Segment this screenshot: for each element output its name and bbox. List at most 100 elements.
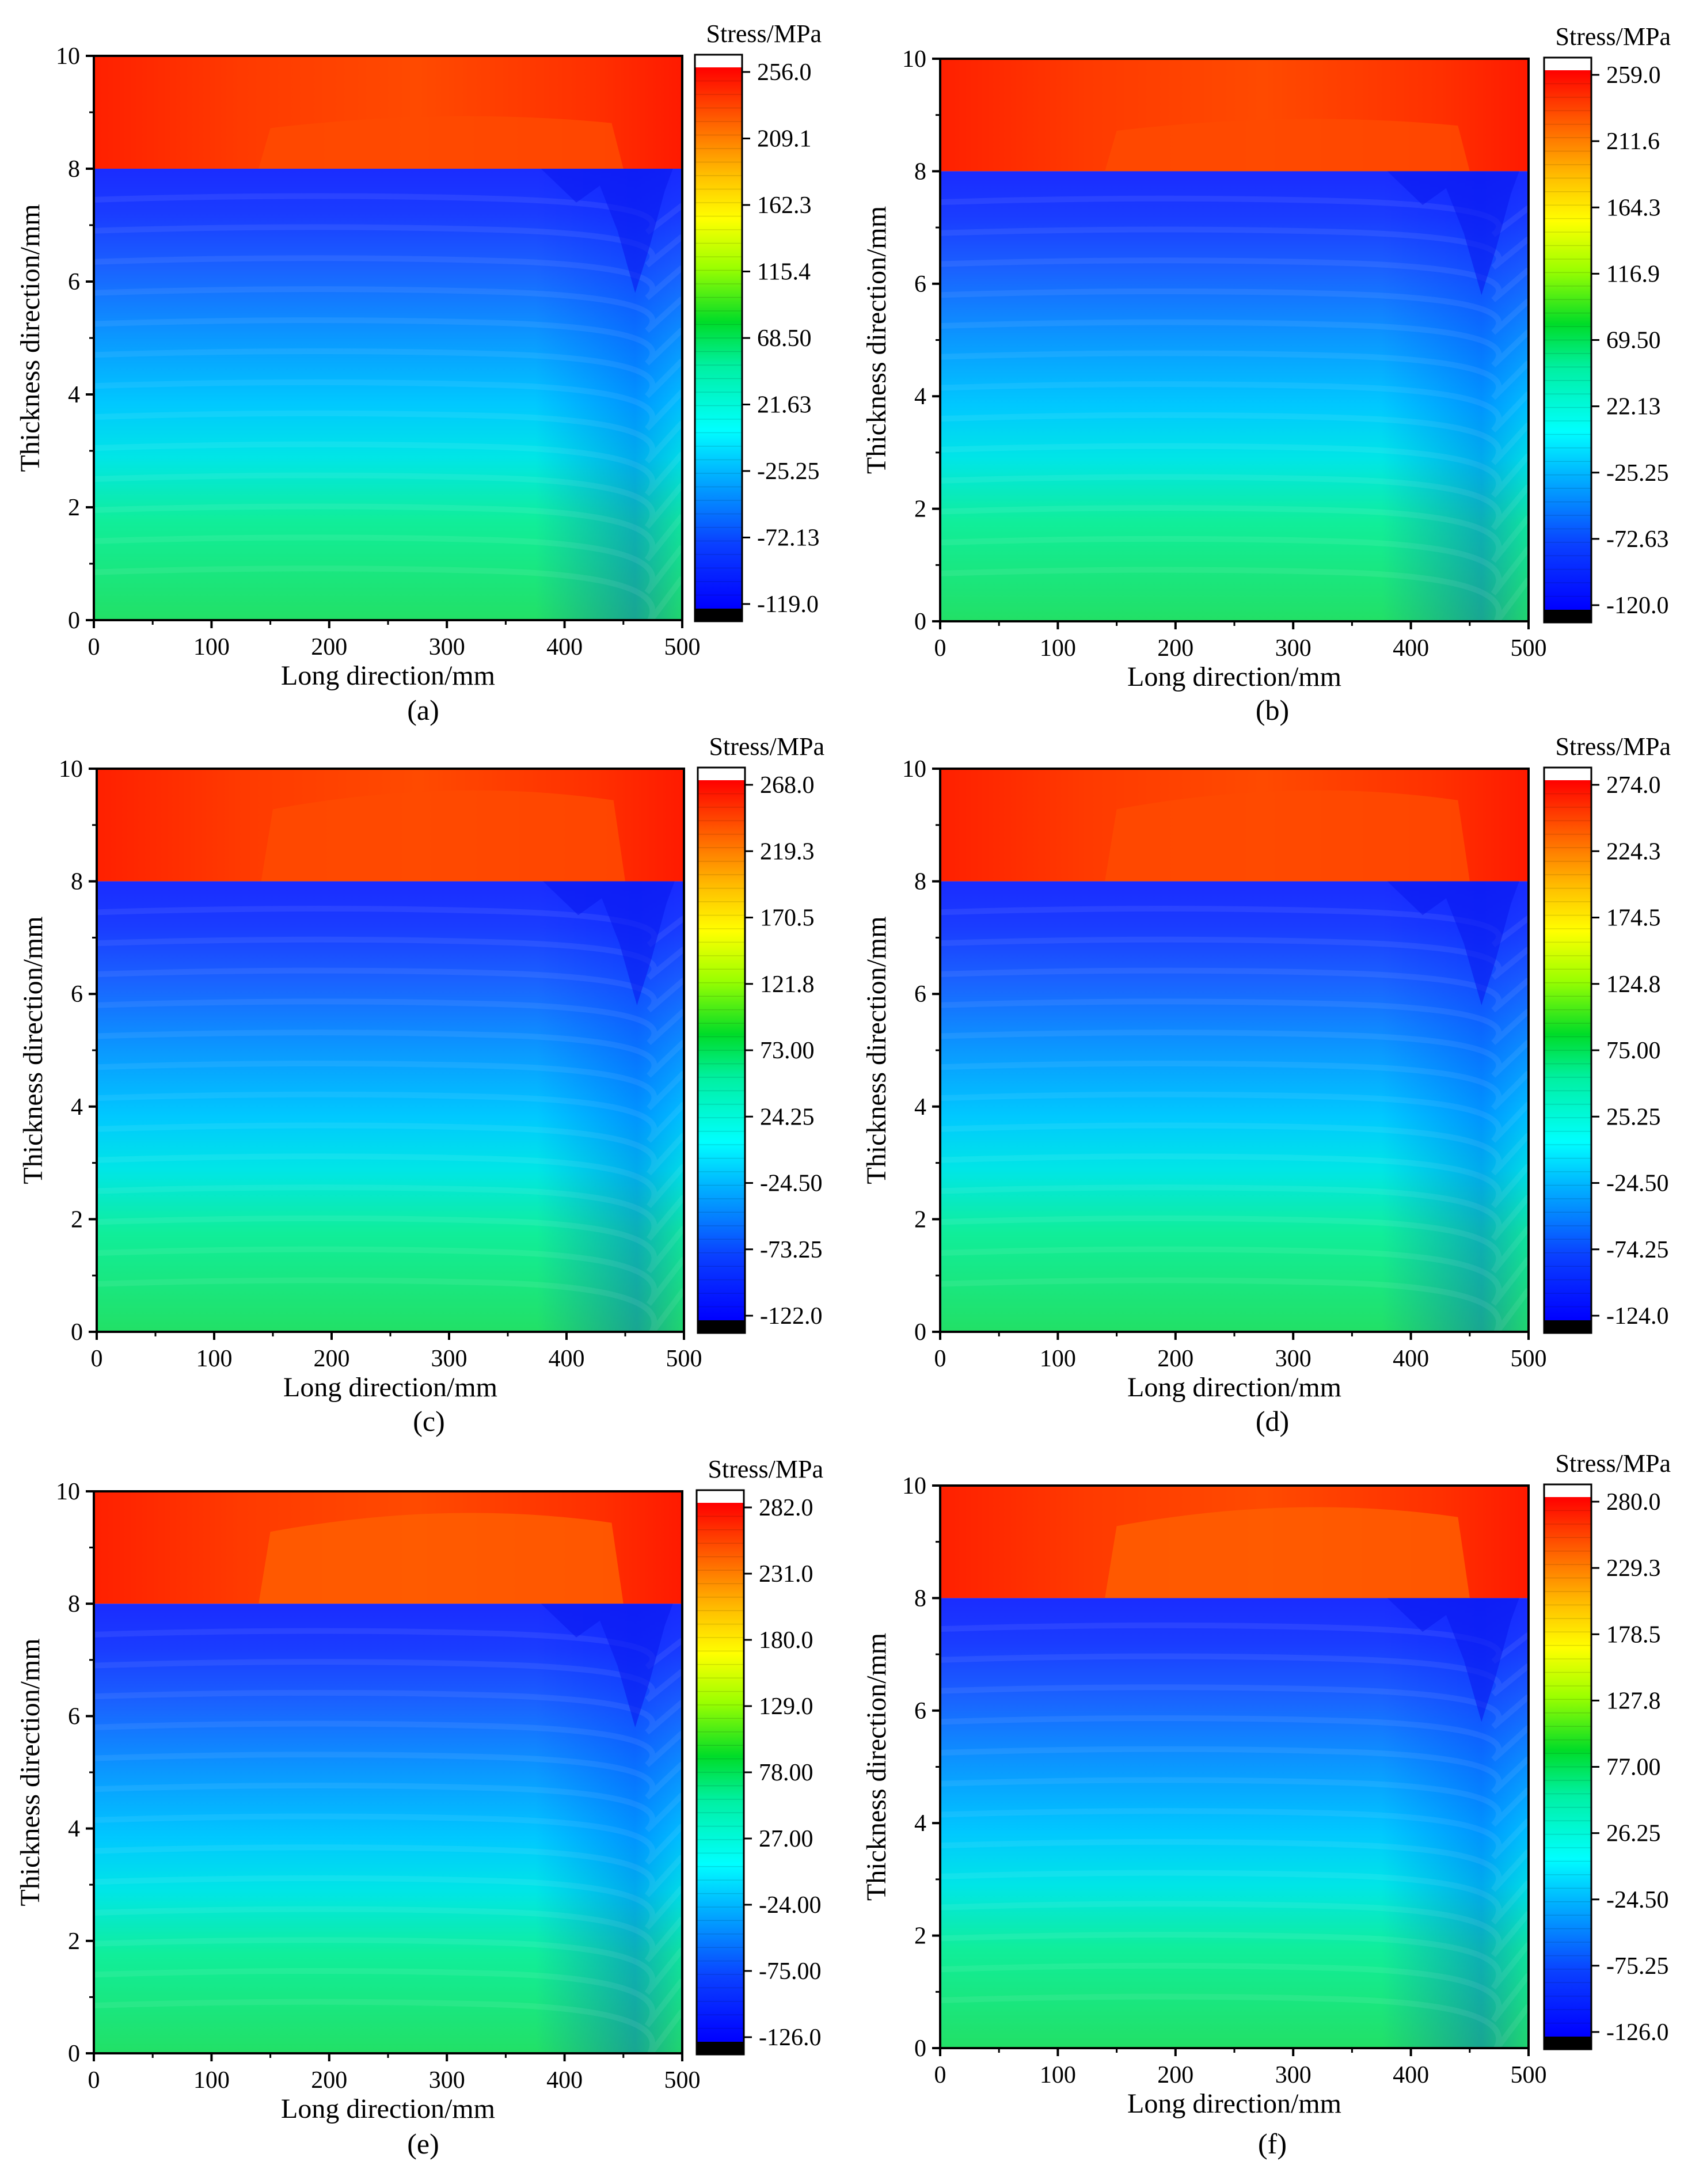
colorbar-overflow-swatch <box>1544 58 1591 70</box>
contour-band <box>96 1215 686 1274</box>
y-axis-title: Thickness direction/mm <box>861 1633 892 1901</box>
colorbar-tick-label: 209.1 <box>757 126 812 153</box>
colorbar-tick-label: 180.0 <box>759 1627 814 1654</box>
x-tick-label: 500 <box>1511 1346 1547 1372</box>
contour-band <box>93 565 685 627</box>
panel-label: (b) <box>1256 694 1289 726</box>
colorbar-overflow-swatch <box>1544 768 1591 780</box>
colorbar-title: Stress/MPa <box>709 732 824 761</box>
y-tick-label: 0 <box>68 607 80 634</box>
contour-band <box>96 1122 686 1176</box>
x-tick-label: 100 <box>1040 1346 1076 1372</box>
colorbar-tick-label: 224.3 <box>1606 838 1661 865</box>
contour-band <box>93 1689 685 1735</box>
colorbar-tick-label: 69.50 <box>1606 328 1661 354</box>
x-tick-label: 300 <box>429 2067 465 2094</box>
colorbar-tick-label: 259.0 <box>1606 62 1661 89</box>
top-layer-pocket <box>1105 1507 1470 1598</box>
contour-band <box>940 998 1531 1045</box>
panel-d: 0 100 200 300 400 500 0 2 4 6 8 10 Long direction/mm… <box>861 732 1671 1437</box>
colorbar-title: Stress/MPa <box>706 20 822 48</box>
y-tick-label: 6 <box>71 981 83 1008</box>
colorbar-overflow-swatch <box>695 55 742 67</box>
x-tick-label: 100 <box>1040 2062 1076 2088</box>
contour-band <box>93 348 685 398</box>
colorbar-tick-label: 75.00 <box>1606 1038 1661 1064</box>
x-tick-label: 0 <box>88 2067 100 2094</box>
colorbar-tick-label: 77.00 <box>1606 1754 1661 1781</box>
top-layer-pocket <box>1105 119 1470 172</box>
contour-band <box>940 1777 1531 1827</box>
top-layer-pocket <box>259 1513 624 1604</box>
contour-band <box>93 1999 685 2060</box>
contour-band <box>96 1091 686 1143</box>
colorbar-tick-label: 129.0 <box>759 1693 814 1720</box>
contour-band <box>940 505 1531 563</box>
y-tick-label: 8 <box>68 1591 80 1617</box>
right-edge-shading <box>940 1598 1529 2048</box>
colorbar-tick-label: 21.63 <box>757 392 812 419</box>
y-tick-label: 2 <box>68 495 80 521</box>
top-layer-pocket <box>261 790 626 882</box>
y-tick-label: 2 <box>914 1923 926 1950</box>
colorbar-tick-label: 68.50 <box>757 325 812 352</box>
x-tick-label: 300 <box>431 1346 467 1372</box>
colorbar-tick-label: 22.13 <box>1606 394 1661 420</box>
x-tick-label: 200 <box>1157 635 1193 662</box>
contour-band <box>93 1720 685 1768</box>
x-tick-label: 500 <box>666 1346 702 1372</box>
colorbar-tick-label: 25.25 <box>1606 1104 1661 1130</box>
right-edge-shading <box>97 881 684 1332</box>
x-tick-label: 500 <box>664 2067 701 2094</box>
y-tick-label: 10 <box>56 1479 80 1505</box>
colorbar-tick-label: 27.00 <box>759 1826 814 1852</box>
colorbar-underflow-swatch <box>1544 610 1591 622</box>
colorbar-tick-label: -124.0 <box>1606 1303 1669 1330</box>
y-tick-label: 10 <box>56 43 80 70</box>
colorbar-tick-label: 124.8 <box>1606 971 1661 998</box>
panel-label: (d) <box>1256 1405 1289 1437</box>
y-tick-label: 4 <box>68 1816 80 1843</box>
colorbar-gradient <box>1544 1497 1591 2037</box>
contour-band <box>940 1808 1531 1860</box>
x-axis-title: Long direction/mm <box>1127 1372 1341 1403</box>
contour-band <box>93 1875 685 1930</box>
y-tick-label: 4 <box>914 1094 926 1121</box>
colorbar-title: Stress/MPa <box>1556 732 1671 761</box>
contour-band <box>940 1030 1531 1078</box>
y-axis-title: Thickness direction/mm <box>861 206 892 474</box>
x-tick-label: 300 <box>1275 2062 1312 2088</box>
colorbar-gradient <box>697 1503 744 2042</box>
contour-band <box>96 1030 686 1078</box>
colorbar-tick-label: 164.3 <box>1606 195 1661 221</box>
contour-band <box>940 1870 1531 1925</box>
y-tick-label: 8 <box>914 1585 926 1612</box>
contour-band <box>940 1715 1531 1762</box>
y-tick-label: 0 <box>71 1319 83 1346</box>
colorbar-tick-label: 219.3 <box>760 838 815 865</box>
x-tick-label: 0 <box>88 634 100 660</box>
contour-band <box>93 441 685 496</box>
contour-band <box>940 319 1531 368</box>
x-tick-label: 200 <box>1157 1346 1193 1372</box>
colorbar-gradient <box>1544 780 1591 1320</box>
colorbar-tick-label: 116.9 <box>1606 261 1660 287</box>
colorbar-title: Stress/MPa <box>708 1455 823 1483</box>
y-tick-label: 8 <box>71 869 83 895</box>
y-axis-title: Thickness direction/mm <box>15 204 45 472</box>
right-edge-shading <box>940 881 1529 1332</box>
panel-c: 0 100 200 300 400 500 0 2 4 6 8 10 Long direction/mm… <box>18 732 824 1437</box>
contour-band <box>940 1746 1531 1795</box>
y-axis-title: Thickness direction/mm <box>18 916 48 1184</box>
x-tick-label: 400 <box>1393 1346 1429 1372</box>
colorbar-tick-label: 174.5 <box>1606 905 1661 932</box>
panel-label: (a) <box>407 694 439 726</box>
panel-label: (f) <box>1258 2128 1287 2160</box>
colorbar-underflow-swatch <box>695 609 742 621</box>
contour-band <box>940 1215 1531 1274</box>
x-tick-label: 0 <box>934 2062 946 2088</box>
contour-band <box>93 317 685 366</box>
contour-band <box>93 472 685 529</box>
x-tick-label: 400 <box>546 2067 583 2094</box>
